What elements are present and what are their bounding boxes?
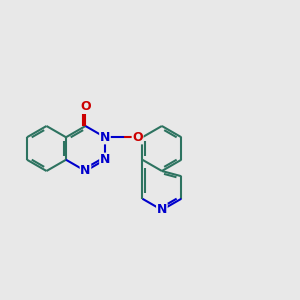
Text: N: N	[100, 153, 110, 166]
Text: O: O	[132, 131, 143, 144]
Text: N: N	[80, 164, 91, 178]
Text: N: N	[100, 131, 110, 144]
Text: O: O	[80, 100, 91, 113]
Text: N: N	[157, 203, 167, 217]
